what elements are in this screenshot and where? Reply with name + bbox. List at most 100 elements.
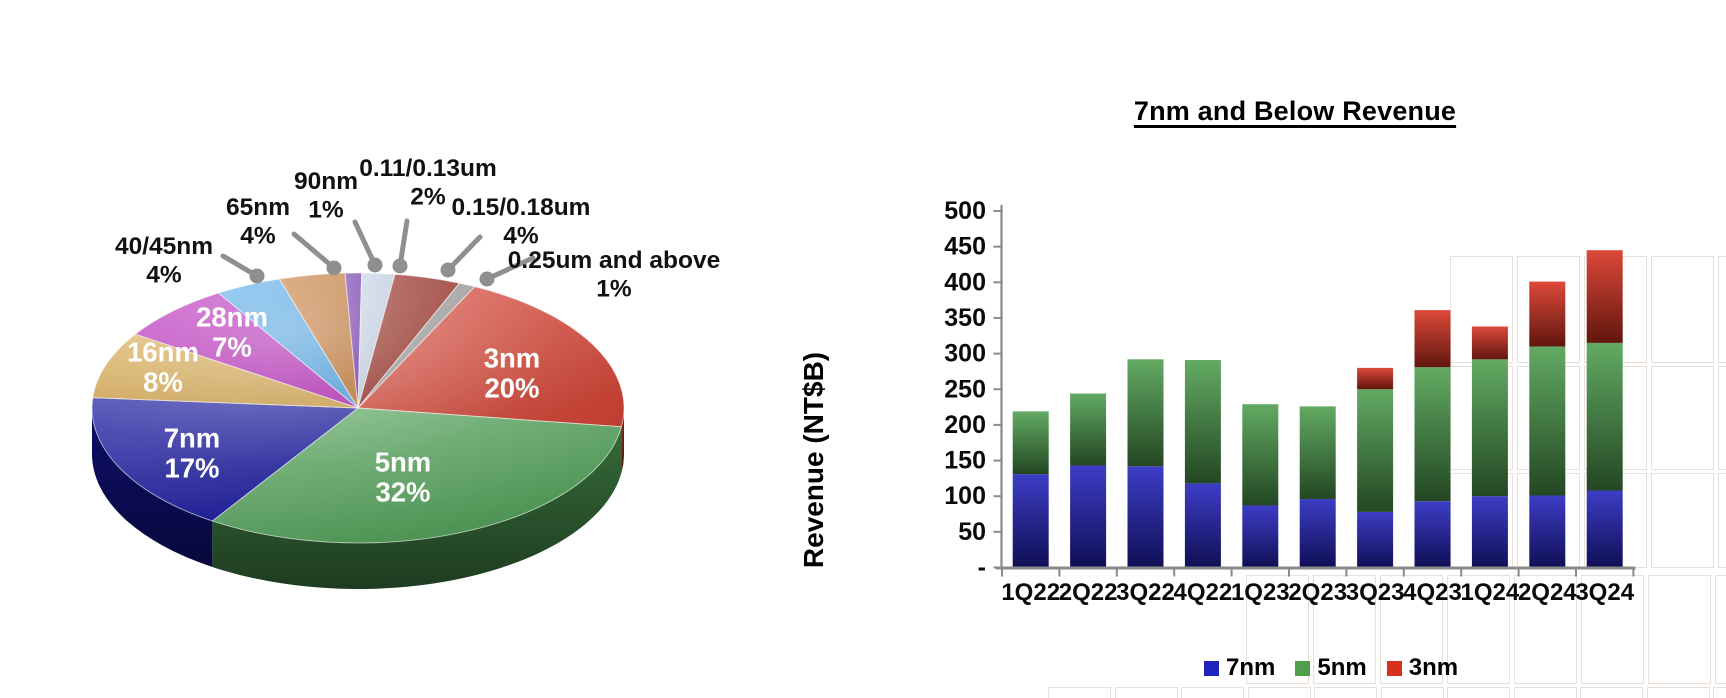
y-axis-title: Revenue (NT$B) <box>798 351 829 569</box>
pie-slice-0.25um and above <box>357 282 476 409</box>
grid-cell <box>1715 575 1726 684</box>
legend-item-7nm: 7nm <box>1204 656 1275 680</box>
leader-dot-40/45nm <box>249 268 265 284</box>
bar-segment-3Q23-3nm <box>1357 367 1394 390</box>
leader-line-40/45nm <box>220 253 260 279</box>
leader-line-0.25um and above <box>484 255 536 282</box>
pie-label-16nm: 16nm 8% <box>127 336 199 397</box>
legend-label-3nm: 3nm <box>1408 654 1459 681</box>
grid-cell <box>1314 687 1377 698</box>
legend-label-7nm: 7nm <box>1226 654 1276 681</box>
pie-slice-65nm <box>278 272 359 409</box>
y-tick-label-150: 150 <box>944 447 986 475</box>
legend-swatch-3nm <box>1386 660 1402 676</box>
grid-cell <box>1718 366 1726 470</box>
y-tick-label-0: - <box>978 554 986 582</box>
grid-cell <box>1718 256 1726 363</box>
bar-segment-3Q23-7nm <box>1357 511 1394 568</box>
grid-cell <box>1048 687 1111 698</box>
bar-segment-2Q23-7nm <box>1299 499 1336 568</box>
grid-cell <box>1313 575 1376 684</box>
y-tick-label-350: 350 <box>944 304 986 332</box>
bar-chart-legend: 7nm 5nm 3nm <box>1204 656 1458 680</box>
pie-slice-16nm <box>92 333 359 409</box>
leader-line-0.15/0.18um <box>445 234 483 273</box>
bar-segment-2Q22-7nm <box>1070 465 1107 568</box>
leader-line-90nm <box>352 219 378 268</box>
grid-cell <box>1584 473 1647 568</box>
grid-cell <box>1447 687 1510 698</box>
x-label-4Q22: 4Q22 <box>1174 579 1233 606</box>
pie-slice-28nm <box>134 292 359 409</box>
grid-cell <box>1651 366 1714 470</box>
grid-cell <box>1450 473 1513 568</box>
y-tick-label-500: 500 <box>944 197 986 225</box>
bar-chart-title: 7nm and Below Revenue <box>1133 96 1457 126</box>
bar-segment-1Q23-5nm <box>1242 404 1279 506</box>
grid-cell <box>1246 575 1309 684</box>
pie-slice-40/45nm <box>217 278 359 409</box>
pie-wall-5nm <box>212 426 622 589</box>
grid-cell <box>1651 256 1714 363</box>
legend-item-3nm: 3nm <box>1386 654 1459 681</box>
grid-cell <box>1580 687 1643 698</box>
x-label-2Q22: 2Q22 <box>1059 579 1118 606</box>
bar-segment-4Q23-3nm <box>1414 310 1451 368</box>
grid-cell <box>1181 687 1244 698</box>
pie-slice-7nm <box>91 397 360 522</box>
y-tick-label-100: 100 <box>944 482 986 510</box>
legend-item-5nm: 5nm <box>1295 656 1367 680</box>
grid-cell <box>1517 473 1580 568</box>
pie-label-3nm: 3nm 20% <box>484 342 541 403</box>
x-label-1Q22: 1Q22 <box>1001 579 1060 606</box>
pie-label-5nm: 5nm 32% <box>375 446 432 507</box>
x-label-3Q22: 3Q22 <box>1116 579 1175 606</box>
grid-cell <box>1584 256 1647 363</box>
bar-segment-1Q22-7nm <box>1012 474 1049 568</box>
pie-slice-5nm <box>211 407 623 544</box>
pie-slice-3nm <box>356 286 625 428</box>
pie-label-7nm: 7nm 17% <box>164 422 221 483</box>
leader-line-0.11/0.13um <box>397 218 410 269</box>
bar-segment-2Q22-5nm <box>1070 393 1107 466</box>
bar-segment-1Q22-5nm <box>1012 411 1049 475</box>
grid-cell <box>1380 575 1443 684</box>
pie-wall-7nm <box>92 408 213 567</box>
grid-cell <box>1450 256 1513 363</box>
pie-slice-0.11/0.13um <box>357 272 396 409</box>
legend-swatch-5nm <box>1295 660 1311 676</box>
grid-cell <box>1447 575 1510 684</box>
grid-cell <box>1648 575 1711 684</box>
grid-cell <box>1651 473 1714 568</box>
y-tick-label-300: 300 <box>944 340 986 368</box>
pie-slice-0.15/0.18um <box>357 273 461 409</box>
bar-segment-4Q22-5nm <box>1184 360 1221 484</box>
grid-cell <box>1114 687 1178 698</box>
pie-label-40/45nm: 40/45nm 4% <box>115 233 213 289</box>
bar-segment-1Q23-7nm <box>1242 505 1279 568</box>
pie-wall-3nm <box>621 408 624 473</box>
grid-cell <box>1646 687 1710 698</box>
y-tick-label-250: 250 <box>944 375 986 403</box>
pie-label-0.25um and above: 0.25um and above 1% <box>508 247 720 303</box>
pie-gloss-highlight <box>92 273 624 543</box>
leader-dot-0.25um and above <box>479 271 495 287</box>
leader-dot-65nm <box>326 260 342 276</box>
y-tick-label-50: 50 <box>958 518 986 546</box>
grid-cell <box>1380 687 1444 698</box>
bar-segment-2Q23-5nm <box>1299 406 1336 500</box>
grid-cell <box>1517 256 1580 363</box>
pie-label-28nm: 28nm 7% <box>196 301 268 362</box>
grid-cell <box>1581 575 1644 684</box>
bar-segment-4Q23-5nm <box>1414 367 1451 502</box>
pie-label-65nm: 65nm 4% <box>226 194 290 250</box>
grid-cell <box>1450 366 1513 470</box>
grid-cell <box>1713 687 1726 698</box>
leader-dot-0.15/0.18um <box>440 262 456 278</box>
grid-cell <box>1517 366 1580 470</box>
y-tick-label-400: 400 <box>944 268 986 296</box>
grid-cell <box>1247 687 1311 698</box>
bar-segment-4Q22-7nm <box>1184 483 1221 568</box>
bar-segment-3Q22-5nm <box>1127 359 1164 467</box>
